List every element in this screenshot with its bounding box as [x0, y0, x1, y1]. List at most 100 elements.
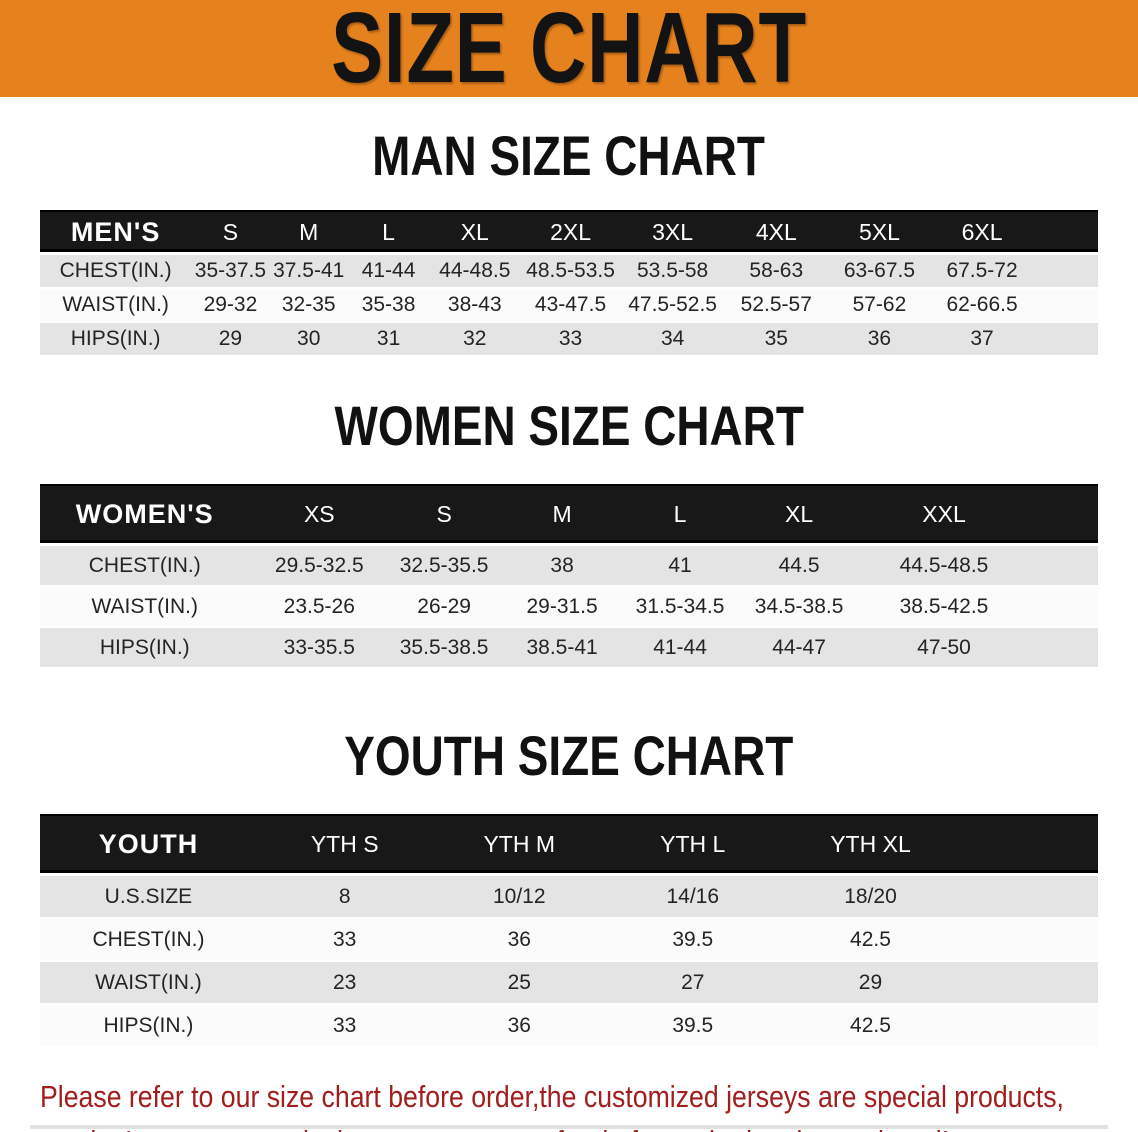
size-value: 41	[625, 546, 736, 587]
row-filler-cell	[1024, 587, 1098, 628]
size-column-header: YTH M	[432, 814, 606, 876]
size-value: 58-63	[724, 255, 829, 289]
size-value: 42.5	[779, 919, 962, 962]
row-label: HIPS(IN.)	[40, 1005, 257, 1048]
size-value: 44-48.5	[429, 255, 521, 289]
size-column-header: XL	[429, 210, 521, 255]
row-label: CHEST(IN.)	[40, 546, 250, 587]
youth-size-table: YOUTH YTH S YTH M YTH L YTH XL U.S.SIZE 8 10/12…	[40, 814, 1098, 1048]
disclaimer-line-1: Please refer to our size chart before or…	[40, 1079, 1064, 1114]
size-value: 23	[256, 962, 433, 1005]
size-value: 43-47.5	[520, 289, 621, 323]
size-value: 33-35.5	[249, 628, 390, 669]
group-label: YOUTH	[40, 814, 257, 876]
size-value: 31	[347, 323, 430, 357]
size-value: 26-29	[389, 587, 500, 628]
size-value: 48.5-53.5	[520, 255, 621, 289]
size-value: 36	[828, 323, 931, 357]
measurement-row: U.S.SIZE 8 10/12 14/16 18/20	[40, 876, 1098, 919]
size-column-header: 3XL	[620, 210, 725, 255]
women-section-heading: WOMEN SIZE CHART	[334, 394, 804, 457]
size-value: 38.5-42.5	[863, 587, 1025, 628]
size-chart-banner: SIZE CHART	[0, 0, 1138, 104]
size-column-header: 2XL	[520, 210, 621, 255]
row-filler-cell	[961, 919, 1098, 962]
men-section-heading: MAN SIZE CHART	[372, 124, 766, 187]
size-column-header: L	[625, 484, 736, 546]
size-column-header: 5XL	[828, 210, 931, 255]
size-value: 30	[269, 323, 348, 357]
measurement-row: WAIST(IN.) 23.5-26 26-29 29-31.5 31.5-34.5 34…	[40, 587, 1098, 628]
group-label: MEN'S	[40, 210, 192, 255]
size-value: 63-67.5	[828, 255, 931, 289]
header-filler-cell	[1024, 484, 1098, 546]
size-column-header: L	[347, 210, 430, 255]
size-value: 33	[256, 919, 433, 962]
size-value: 23.5-26	[249, 587, 390, 628]
row-filler-cell	[961, 1005, 1098, 1048]
size-value: 34	[620, 323, 725, 357]
size-column-header: YTH L	[606, 814, 780, 876]
size-value: 29-32	[191, 289, 270, 323]
size-column-header: XXL	[863, 484, 1025, 546]
row-filler-cell	[1033, 289, 1098, 323]
women-size-section: WOMEN SIZE CHART WOMEN'S XS S M L XL XXL CHEST(…	[0, 393, 1138, 669]
size-value: 41-44	[625, 628, 736, 669]
row-label: HIPS(IN.)	[40, 628, 250, 669]
measurement-row: WAIST(IN.) 23 25 27 29	[40, 962, 1098, 1005]
size-value: 44-47	[735, 628, 864, 669]
size-value: 29	[191, 323, 270, 357]
size-column-header: S	[191, 210, 270, 255]
size-value: 33	[520, 323, 621, 357]
header-filler-cell	[1033, 210, 1098, 255]
row-filler-cell	[1033, 323, 1098, 357]
size-value: 29.5-32.5	[249, 546, 390, 587]
size-value: 18/20	[779, 876, 962, 919]
size-column-header: 6XL	[930, 210, 1034, 255]
row-label: WAIST(IN.)	[40, 962, 257, 1005]
size-value: 62-66.5	[930, 289, 1034, 323]
size-value: 39.5	[606, 1005, 780, 1048]
size-value: 37.5-41	[269, 255, 348, 289]
row-filler-cell	[961, 876, 1098, 919]
size-column-header: XL	[735, 484, 864, 546]
size-value: 44.5	[735, 546, 864, 587]
measurement-row: HIPS(IN.) 33-35.5 35.5-38.5 38.5-41 41-44 44-…	[40, 628, 1098, 669]
size-value: 53.5-58	[620, 255, 725, 289]
measurement-row: HIPS(IN.) 29 30 31 32 33 34 35 36 37	[40, 323, 1098, 357]
measurement-row: CHEST(IN.) 33 36 39.5 42.5	[40, 919, 1098, 962]
size-value: 29	[779, 962, 962, 1005]
row-filler-cell	[961, 962, 1098, 1005]
size-value: 37	[930, 323, 1034, 357]
size-value: 32-35	[269, 289, 348, 323]
size-table-header-row: MEN'S S M L XL 2XL 3XL 4XL 5XL 6XL	[40, 210, 1098, 255]
size-column-header: 4XL	[724, 210, 829, 255]
banner-title: SIZE CHART	[331, 0, 807, 104]
size-value: 52.5-57	[724, 289, 829, 323]
size-value: 36	[432, 919, 606, 962]
size-column-header: S	[389, 484, 500, 546]
size-value: 47.5-52.5	[620, 289, 725, 323]
size-value: 35-37.5	[191, 255, 270, 289]
row-label: CHEST(IN.)	[40, 255, 192, 289]
size-column-header: M	[269, 210, 348, 255]
row-label: HIPS(IN.)	[40, 323, 192, 357]
order-disclaimer: Please refer to our size chart before or…	[40, 1074, 1138, 1132]
size-value: 39.5	[606, 919, 780, 962]
row-label: WAIST(IN.)	[40, 587, 250, 628]
measurement-row: CHEST(IN.) 29.5-32.5 32.5-35.5 38 41 44.5 44.5…	[40, 546, 1098, 587]
size-value: 14/16	[606, 876, 780, 919]
size-value: 34.5-38.5	[735, 587, 864, 628]
men-size-table: MEN'S S M L XL 2XL 3XL 4XL 5XL 6XL CHEST(IN.) 35-37…	[40, 210, 1098, 357]
youth-section-heading: YOUTH SIZE CHART	[344, 724, 794, 787]
women-size-table: WOMEN'S XS S M L XL XXL CHEST(IN.) 29.5-32.5 32.5…	[40, 484, 1098, 669]
size-value: 32.5-35.5	[389, 546, 500, 587]
size-value: 36	[432, 1005, 606, 1048]
size-value: 47-50	[863, 628, 1025, 669]
size-value: 42.5	[779, 1005, 962, 1048]
size-value: 25	[432, 962, 606, 1005]
size-value: 57-62	[828, 289, 931, 323]
row-filler-cell	[1024, 628, 1098, 669]
size-value: 35	[724, 323, 829, 357]
size-column-header: YTH XL	[779, 814, 962, 876]
